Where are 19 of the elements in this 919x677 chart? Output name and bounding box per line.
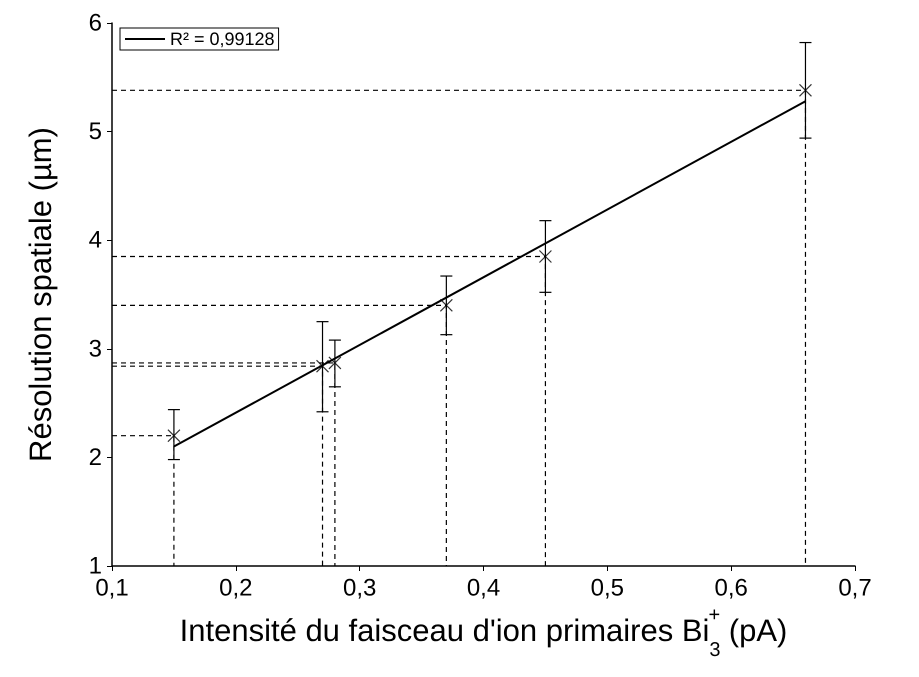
legend-label: R² = 0,99128	[170, 29, 275, 49]
x-tick-label: 0,3	[342, 574, 376, 602]
x-tick-label: 0,5	[590, 574, 624, 602]
point	[316, 360, 330, 373]
point	[167, 429, 181, 442]
y-axis-title: Résolution spatiale (µm)	[23, 127, 58, 462]
y-tick-label: 4	[88, 226, 102, 254]
point	[328, 356, 342, 370]
y-tick-label: 5	[88, 118, 102, 146]
y-tick-label: 6	[88, 10, 102, 36]
x-tick-label: 0,7	[838, 574, 872, 602]
y-tick-label: 2	[88, 444, 102, 471]
point	[440, 298, 453, 312]
x-tick-label: 0,4	[466, 574, 500, 602]
x-tick-label: 0,6	[714, 574, 748, 602]
point	[798, 84, 812, 97]
y-tick-label: 3	[88, 335, 102, 362]
x-tick-label: 0,2	[219, 574, 253, 602]
point	[538, 250, 552, 264]
